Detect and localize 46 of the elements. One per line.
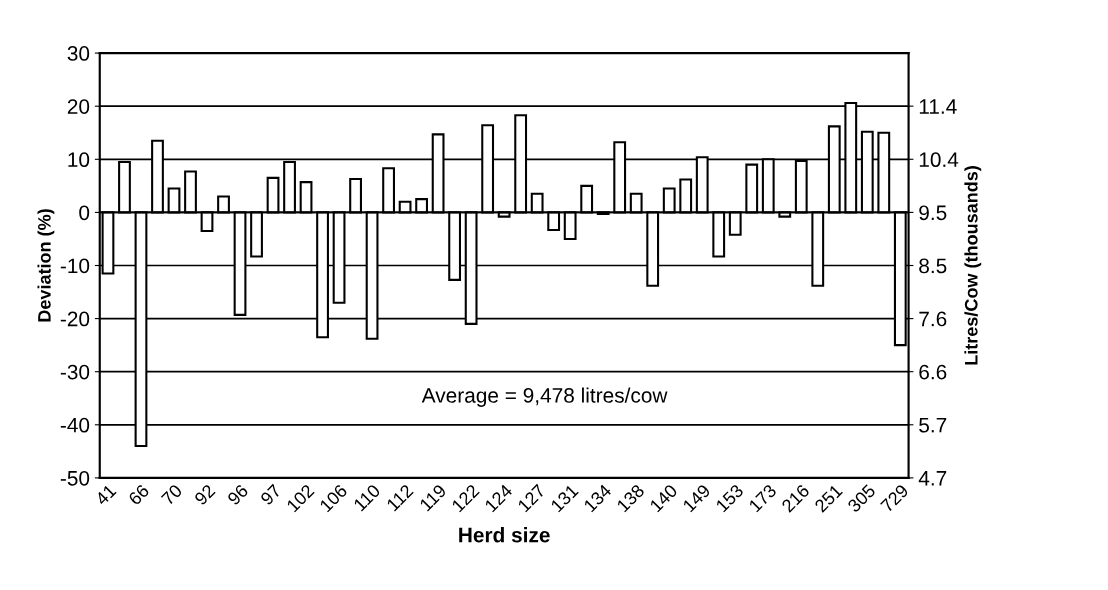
x-tick-label: 153 xyxy=(715,483,745,513)
annotation: Average = 9,478 litres/cow xyxy=(421,387,668,407)
x-tick-label: 106 xyxy=(319,483,348,513)
y2-tick-label: 10.4 xyxy=(919,152,959,168)
y-tick-label: -10 xyxy=(60,258,90,274)
y-tick-label: 20 xyxy=(67,99,90,114)
y-axis-title: Deviation (%) xyxy=(37,209,55,322)
x-tick-label: 92 xyxy=(193,483,216,506)
x-axis-title: Herd size xyxy=(459,527,550,543)
y-tick-label: 0 xyxy=(79,205,90,221)
x-tick-label: 41 xyxy=(94,483,117,506)
y2-tick-label: 6.6 xyxy=(919,364,947,380)
x-tick-label: 102 xyxy=(286,483,315,513)
x-tick-label: 122 xyxy=(451,483,480,513)
y-tick-label: 10 xyxy=(68,152,90,168)
y2-tick-label: 5.7 xyxy=(919,418,947,433)
x-tick-label: 127 xyxy=(517,483,546,513)
x-tick-label: 216 xyxy=(780,483,811,513)
y-tick-label: -50 xyxy=(60,470,90,486)
y2-tick-label: 8.5 xyxy=(919,258,947,274)
y2-tick-label: 9.5 xyxy=(919,205,947,221)
y2-tick-label: 11.4 xyxy=(919,99,957,114)
x-tick-label: 134 xyxy=(583,483,613,513)
x-tick-label: 124 xyxy=(484,483,514,513)
y2-tick-label: 4.7 xyxy=(918,471,947,486)
y2-tick-label: 7.6 xyxy=(919,311,947,327)
x-tick-label: 110 xyxy=(353,483,381,512)
x-tick-label: 96 xyxy=(226,483,249,506)
x-tick-label: 138 xyxy=(616,483,646,513)
y-tick-label: 30 xyxy=(67,46,90,61)
y-tick-label: -20 xyxy=(60,311,90,327)
x-tick-label: 305 xyxy=(846,483,877,513)
x-tick-label: 97 xyxy=(259,483,282,506)
x-tick-label: 119 xyxy=(419,483,447,512)
x-tick-label: 251 xyxy=(813,483,844,513)
x-tick-label: 131 xyxy=(550,483,579,513)
x-tick-label: 140 xyxy=(649,483,679,513)
x-tick-label: 112 xyxy=(386,483,414,512)
y2-axis-title: Litres/Cow (thousands) xyxy=(964,166,982,365)
x-tick-label: 70 xyxy=(160,483,183,506)
y-tick-label: -30 xyxy=(60,364,90,380)
x-tick-label: 173 xyxy=(748,483,778,513)
x-tick-label: 66 xyxy=(127,483,150,506)
y-tick-label: -40 xyxy=(60,417,90,433)
x-tick-label: 149 xyxy=(682,483,711,513)
x-tick-label: 729 xyxy=(880,483,910,513)
